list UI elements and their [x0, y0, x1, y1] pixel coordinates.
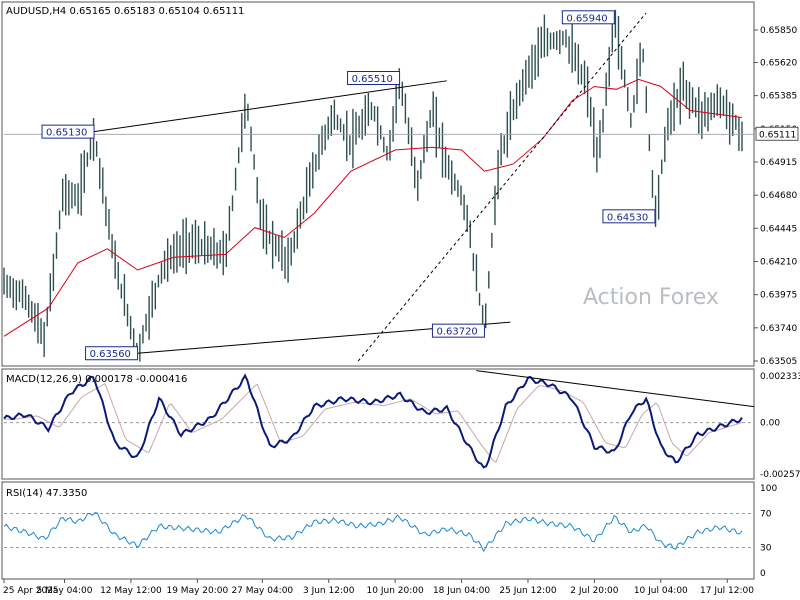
price-label: 0.64530	[607, 212, 648, 223]
price-tick-label: 0.64680	[760, 191, 797, 201]
time-tick-label: 19 May 20:00	[166, 586, 228, 596]
macd-header: MACD(12,26,9) 0.000178 -0.000416	[6, 374, 187, 385]
watermark: Action Forex	[583, 285, 719, 310]
rsi-panel-frame	[2, 482, 754, 579]
macd-panel-frame	[2, 369, 754, 479]
time-tick-label: 27 May 04:00	[231, 586, 293, 596]
price-label: 0.65130	[46, 128, 87, 139]
macd-tick-label: 0.00	[760, 419, 780, 429]
macd-line	[4, 376, 742, 468]
price-tick-label: 0.65850	[760, 26, 797, 36]
macd-tick-label: -0.002574	[760, 470, 800, 480]
last-price-label: 0.65111	[759, 130, 796, 140]
rsi-tick-label: 0	[760, 569, 766, 579]
price-tick-label: 0.64210	[760, 257, 797, 267]
rsi-tick-label: 70	[760, 510, 772, 520]
time-tick-label: 2 Jul 20:00	[570, 586, 619, 596]
rsi-tick-label: 30	[760, 544, 772, 554]
macd-layer	[4, 371, 754, 468]
rsi-layer	[4, 513, 754, 551]
price-tick-label: 0.65385	[760, 92, 797, 102]
price-tick-label: 0.63505	[760, 357, 797, 367]
rsi-header: RSI(14) 47.3350	[6, 488, 87, 499]
time-tick-label: 10 Jul 04:00	[634, 586, 688, 596]
time-tick-label: 3 Jun 12:00	[303, 586, 355, 596]
time-tick-label: 18 Jun 04:00	[433, 586, 490, 596]
rsi-tick-label: 100	[760, 484, 777, 494]
time-tick-label: 25 Jun 12:00	[499, 586, 556, 596]
price-tick-label: 0.65620	[760, 58, 797, 68]
price-label: 0.63720	[436, 327, 477, 338]
price-label: 0.63560	[90, 349, 131, 360]
price-tick-label: 0.64445	[760, 224, 797, 234]
trendline	[94, 81, 447, 132]
price-tick-label: 0.64915	[760, 158, 797, 168]
price-tick-label: 0.63975	[760, 291, 797, 301]
time-tick-label: 12 May 12:00	[100, 586, 162, 596]
time-tick-label: 17 Jul 12:00	[700, 586, 754, 596]
price-label: 0.65510	[352, 74, 393, 85]
time-tick-label: 5 May 04:00	[37, 586, 93, 596]
rsi-line	[4, 513, 742, 551]
macd-tick-label: 0.002333	[760, 372, 800, 382]
instrument-header: AUDUSD,H4 0.65165 0.65183 0.65104 0.6511…	[6, 6, 244, 17]
time-tick-label: 10 Jun 20:00	[367, 586, 424, 596]
price-tick-label: 0.63740	[760, 324, 797, 334]
price-panel-frame	[2, 2, 754, 366]
price-label: 0.65940	[566, 13, 607, 24]
